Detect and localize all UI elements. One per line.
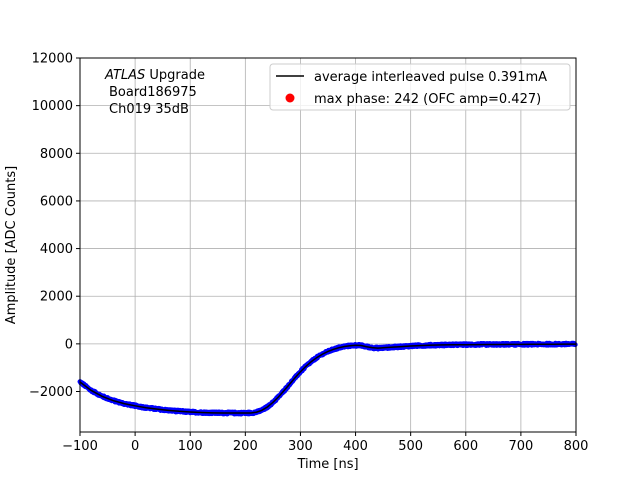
legend-entry-average: average interleaved pulse 0.391mA (314, 70, 547, 85)
y-tick-label: 10000 (32, 99, 73, 114)
legend-marker-swatch (285, 93, 295, 103)
annotation-board: Board186975 (109, 85, 197, 100)
legend: average interleaved pulse 0.391mA max ph… (269, 63, 571, 111)
y-tick-label: 12000 (32, 52, 73, 67)
plot-frame (79, 57, 577, 433)
x-tick-label: −100 (62, 439, 98, 454)
y-tick-label: 0 (65, 337, 73, 352)
x-tick-label: 100 (178, 439, 203, 454)
x-tick-label: 800 (564, 439, 589, 454)
x-axis-ticks: −100 0 100 200 300 400 500 600 700 800 (62, 432, 588, 454)
y-axis-ticks: −2000 0 2000 4000 6000 8000 10000 12000 (29, 52, 80, 400)
legend-box (269, 63, 571, 111)
x-tick-label: 500 (398, 439, 423, 454)
x-tick-label: 600 (453, 439, 478, 454)
x-tick-label: 0 (131, 439, 139, 454)
x-tick-label: 400 (343, 439, 368, 454)
y-tick-label: 4000 (40, 242, 73, 257)
legend-entry-max-phase: max phase: 242 (OFC amp=0.427) (314, 92, 541, 107)
annotation-upgrade: Upgrade (145, 68, 205, 83)
annotation-atlas: ATLAS (104, 68, 145, 83)
annotation: ATLAS Upgrade Board186975 Ch019 35dB (104, 68, 205, 117)
y-axis-label: Amplitude [ADC Counts] (4, 166, 19, 324)
y-tick-label: 6000 (40, 194, 73, 209)
annotation-channel: Ch019 35dB (109, 102, 189, 117)
average-pulse-line (79, 343, 577, 414)
x-axis-label: Time [ns] (296, 457, 358, 472)
y-tick-label: −2000 (29, 385, 73, 400)
x-tick-label: 700 (508, 439, 533, 454)
x-tick-label: 200 (233, 439, 258, 454)
y-tick-label: 2000 (40, 290, 73, 305)
y-tick-label: 8000 (40, 147, 73, 162)
x-tick-label: 300 (288, 439, 313, 454)
svg-text:ATLAS Upgrade: ATLAS Upgrade (104, 68, 205, 83)
